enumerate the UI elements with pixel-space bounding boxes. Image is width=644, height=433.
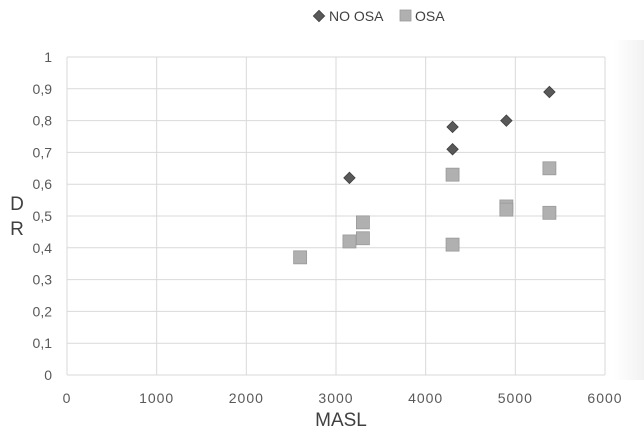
y-tick-label: 0 <box>44 367 52 383</box>
x-tick-label: 5000 <box>498 390 533 406</box>
data-point-osa <box>355 215 370 230</box>
legend-marker-osa <box>399 9 412 22</box>
data-point-no-osa <box>543 85 556 99</box>
data-point-no-osa <box>446 142 459 156</box>
y-tick-label: 0,8 <box>33 113 53 129</box>
x-axis-title: MASL <box>315 410 367 431</box>
legend-label-no-osa: NO OSA <box>329 8 384 24</box>
y-tick-label: 0,1 <box>33 335 53 351</box>
y-tick-label: 0,2 <box>33 303 53 319</box>
data-point-osa <box>542 161 557 176</box>
x-axis-ticks: 0 1000 2000 3000 4000 5000 6000 <box>63 390 622 406</box>
y-tick-label: 0,9 <box>33 81 53 97</box>
x-tick-label: 6000 <box>587 390 622 406</box>
y-axis-title-r: R <box>10 219 24 240</box>
x-tick-label: 3000 <box>318 390 353 406</box>
data-point-osa <box>542 205 557 220</box>
y-tick-label: 0,6 <box>33 176 53 192</box>
x-tick-label: 1000 <box>139 390 174 406</box>
y-tick-label: 0,4 <box>33 240 53 256</box>
legend-marker-no-osa <box>312 9 326 23</box>
y-tick-label: 0,7 <box>33 144 53 160</box>
data-point-osa <box>342 234 357 249</box>
x-tick-label: 4000 <box>408 390 443 406</box>
y-axis-ticks: 0 0,1 0,2 0,3 0,4 0,5 0,6 0,7 0,8 0,9 1 <box>33 49 53 383</box>
legend: NO OSA OSA <box>312 8 445 24</box>
data-point-osa <box>499 202 514 217</box>
y-axis-title-d: D <box>10 194 24 215</box>
data-point-no-osa <box>343 171 356 185</box>
y-tick-label: 1 <box>44 49 52 65</box>
data-point-osa <box>445 167 460 182</box>
data-point-osa <box>355 231 370 246</box>
data-point-osa <box>293 250 308 265</box>
x-tick-label: 0 <box>63 390 72 406</box>
data-point-osa <box>445 237 460 252</box>
edge-shade <box>614 40 644 380</box>
grid-lines <box>66 56 606 376</box>
data-point-no-osa <box>446 120 459 134</box>
data-points <box>293 85 557 265</box>
x-tick-label: 2000 <box>229 390 264 406</box>
legend-label-osa: OSA <box>415 8 445 24</box>
data-point-no-osa <box>500 114 513 127</box>
y-tick-label: 0,3 <box>33 272 53 288</box>
y-tick-label: 0,5 <box>33 208 53 224</box>
